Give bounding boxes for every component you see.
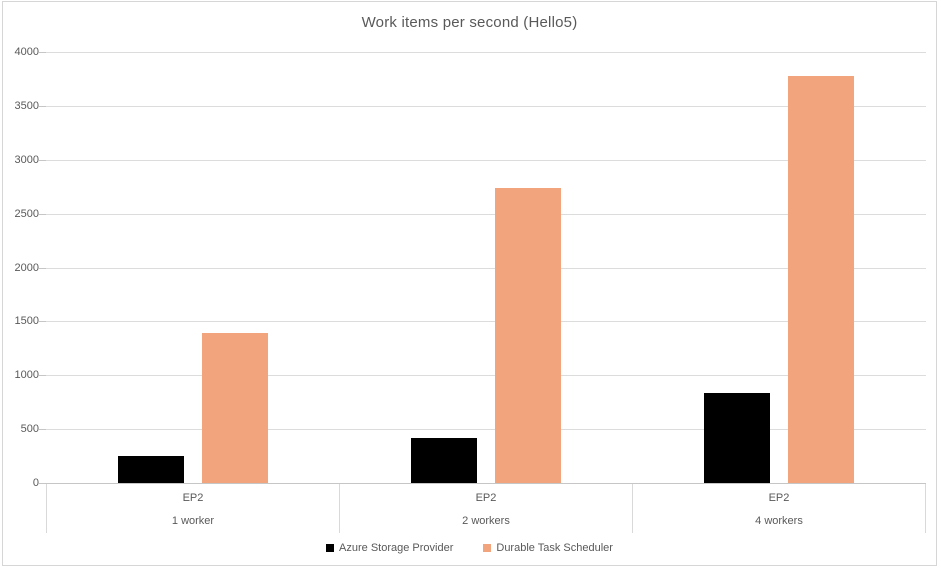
legend-swatch-icon — [483, 544, 492, 552]
y-tick-mark-3500 — [39, 105, 46, 107]
y-tick-label-2500: 2500 — [14, 207, 39, 220]
gridline-1500 — [46, 321, 926, 323]
y-tick-label-4000: 4000 — [14, 46, 39, 58]
bar-azure-storage-provider-1-worker — [117, 456, 184, 483]
y-tick-mark-500 — [39, 429, 46, 431]
y-tick-mark-3000 — [39, 159, 46, 161]
legend-label: Durable Task Scheduler — [496, 542, 613, 554]
bar-durable-task-scheduler-1-worker — [201, 333, 268, 483]
y-tick-label-3000: 3000 — [14, 153, 39, 166]
category-axis: EP2 1 worker EP2 2 workers EP2 4 workers — [46, 483, 926, 533]
bar-durable-task-scheduler-2-workers — [494, 187, 561, 483]
y-tick-label-500: 500 — [20, 423, 39, 436]
gridline-2500 — [46, 213, 926, 215]
y-tick-label-0: 0 — [32, 477, 39, 489]
y-tick-mark-2500 — [39, 213, 46, 215]
category-group-label: EP2 — [182, 492, 204, 504]
y-tick-mark-1000 — [39, 375, 46, 377]
category-group-label: EP2 — [768, 492, 790, 504]
bar-azure-storage-provider-2-workers — [410, 438, 477, 483]
legend-swatch-icon — [326, 544, 335, 552]
category-cell-3: EP2 4 workers — [632, 484, 926, 533]
y-axis-labels: 0 500 1000 1500 2000 2500 3000 3500 4000 — [8, 46, 39, 489]
y-tick-mark-2000 — [39, 267, 46, 269]
bar-group-4-workers — [633, 52, 926, 483]
chart-title: Work items per second (Hello5) — [361, 14, 578, 31]
y-tick-label-2000: 2000 — [14, 261, 39, 274]
y-tick-mark-4000 — [39, 52, 46, 53]
legend-item-durable-task-scheduler: Durable Task Scheduler — [483, 542, 613, 554]
bar-group-2-workers — [339, 52, 632, 483]
y-tick-label-3500: 3500 — [14, 99, 39, 112]
category-cell-1: EP2 1 worker — [46, 484, 339, 533]
y-tick-mark-1500 — [39, 321, 46, 323]
category-cell-2: EP2 2 workers — [339, 484, 632, 533]
bar-durable-task-scheduler-4-workers — [788, 75, 855, 483]
legend-item-azure-storage-provider: Azure Storage Provider — [326, 542, 453, 554]
bar-group-1-worker — [46, 52, 339, 483]
plot-area — [39, 52, 926, 484]
category-sub-label: 4 workers — [755, 515, 803, 527]
legend-label: Azure Storage Provider — [339, 542, 454, 554]
legend: Azure Storage Provider Durable Task Sched… — [3, 542, 936, 554]
category-sub-label: 1 worker — [171, 515, 215, 527]
gridline-3500 — [46, 105, 926, 107]
bar-azure-storage-provider-4-workers — [704, 393, 771, 483]
gridline-3000 — [46, 159, 926, 161]
y-tick-mark-0 — [39, 483, 46, 484]
category-sub-label: 2 workers — [462, 515, 510, 527]
gridline-1000 — [46, 375, 926, 377]
gridline-4000 — [46, 52, 926, 53]
gridline-2000 — [46, 267, 926, 269]
y-tick-label-1000: 1000 — [14, 369, 39, 382]
category-group-label: EP2 — [475, 492, 497, 504]
gridline-500 — [46, 429, 926, 431]
y-tick-label-1500: 1500 — [14, 315, 39, 328]
